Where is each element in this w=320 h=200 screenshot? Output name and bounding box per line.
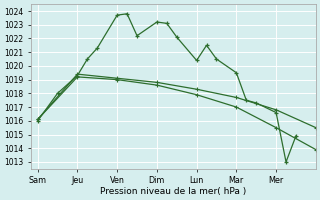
X-axis label: Pression niveau de la mer( hPa ): Pression niveau de la mer( hPa ) xyxy=(100,187,247,196)
